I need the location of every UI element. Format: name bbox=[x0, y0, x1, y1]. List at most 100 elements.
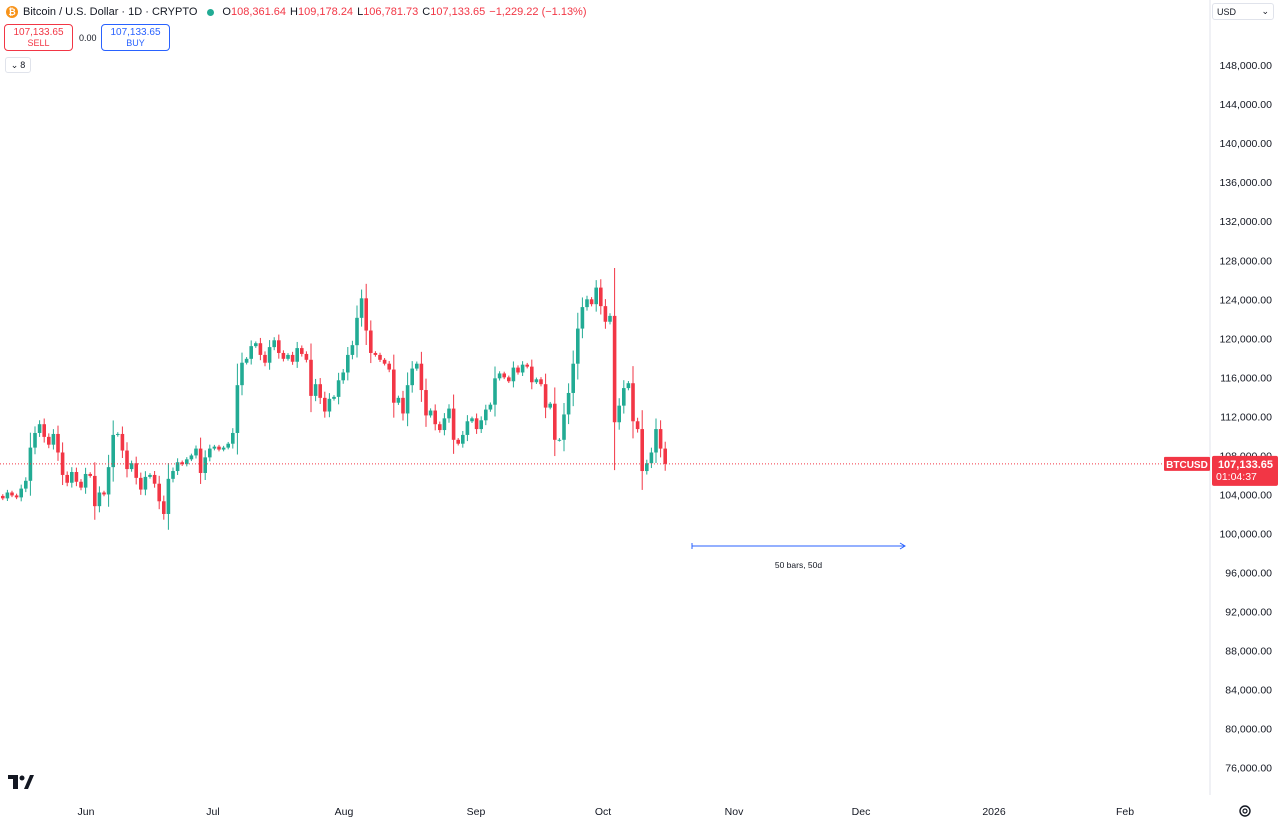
candle-body[interactable] bbox=[387, 363, 391, 370]
candle-body[interactable] bbox=[332, 396, 336, 399]
candle-body[interactable] bbox=[341, 372, 345, 381]
candle-body[interactable] bbox=[465, 421, 470, 435]
candle-body[interactable] bbox=[240, 362, 244, 386]
candle-body[interactable] bbox=[212, 446, 217, 449]
candle-body[interactable] bbox=[235, 385, 240, 433]
candle-body[interactable] bbox=[493, 378, 497, 405]
candle-body[interactable] bbox=[355, 317, 359, 346]
candle-body[interactable] bbox=[194, 448, 198, 456]
candle-body[interactable] bbox=[327, 398, 332, 412]
buy-button[interactable]: 107,133.65 BUY bbox=[101, 24, 170, 51]
candle-body[interactable] bbox=[594, 287, 598, 305]
candle-body[interactable] bbox=[143, 476, 148, 490]
candle-body[interactable] bbox=[295, 348, 299, 362]
tradingview-logo-icon[interactable] bbox=[8, 775, 34, 789]
candle-body[interactable] bbox=[461, 434, 465, 444]
candle-body[interactable] bbox=[622, 388, 626, 406]
candle-body[interactable] bbox=[571, 363, 575, 393]
candle-body[interactable] bbox=[470, 418, 474, 422]
candle-body[interactable] bbox=[530, 366, 534, 383]
candle-body[interactable] bbox=[539, 379, 543, 385]
candle-body[interactable] bbox=[566, 392, 571, 415]
candle-body[interactable] bbox=[497, 373, 502, 379]
candle-body[interactable] bbox=[162, 501, 166, 514]
candle-body[interactable] bbox=[442, 418, 447, 431]
candle-body[interactable] bbox=[88, 473, 92, 476]
candle-body[interactable] bbox=[635, 421, 640, 430]
candle-body[interactable] bbox=[447, 408, 451, 419]
candle-body[interactable] bbox=[516, 367, 520, 373]
candle-body[interactable] bbox=[396, 397, 401, 403]
candle-body[interactable] bbox=[286, 354, 290, 359]
candle-body[interactable] bbox=[525, 364, 529, 367]
candle-body[interactable] bbox=[543, 384, 548, 408]
candle-body[interactable] bbox=[401, 397, 405, 414]
candle-body[interactable] bbox=[148, 474, 152, 477]
candle-body[interactable] bbox=[60, 452, 65, 475]
candle-body[interactable] bbox=[56, 433, 60, 453]
candle-body[interactable] bbox=[456, 439, 460, 444]
candle-body[interactable] bbox=[507, 377, 511, 382]
candle-body[interactable] bbox=[608, 315, 612, 322]
candle-body[interactable] bbox=[576, 328, 580, 364]
candle-body[interactable] bbox=[488, 404, 493, 410]
candle-body[interactable] bbox=[175, 462, 180, 472]
candle-body[interactable] bbox=[267, 347, 272, 363]
candle-body[interactable] bbox=[451, 408, 456, 440]
candle-body[interactable] bbox=[37, 424, 42, 433]
candle-body[interactable] bbox=[364, 298, 368, 331]
candle-body[interactable] bbox=[346, 354, 350, 373]
candle-body[interactable] bbox=[33, 432, 37, 448]
candle-body[interactable] bbox=[580, 307, 585, 329]
candle-body[interactable] bbox=[111, 434, 115, 468]
candle-body[interactable] bbox=[79, 481, 83, 488]
candle-body[interactable] bbox=[281, 352, 286, 359]
candle-body[interactable] bbox=[51, 433, 56, 445]
candle-body[interactable] bbox=[424, 390, 428, 416]
candle-body[interactable] bbox=[589, 299, 594, 305]
candle-body[interactable] bbox=[562, 414, 566, 440]
candle-body[interactable] bbox=[373, 352, 378, 355]
candle-body[interactable] bbox=[189, 455, 194, 460]
candle-body[interactable] bbox=[548, 403, 552, 408]
candle-body[interactable] bbox=[47, 436, 51, 445]
candle-body[interactable] bbox=[125, 450, 129, 470]
candle-body[interactable] bbox=[534, 379, 539, 383]
candle-body[interactable] bbox=[336, 380, 341, 397]
currency-select[interactable]: USD ⌄ bbox=[1212, 3, 1274, 20]
candle-body[interactable] bbox=[553, 403, 557, 440]
candle-body[interactable] bbox=[42, 424, 46, 437]
candle-body[interactable] bbox=[258, 343, 263, 355]
candle-body[interactable] bbox=[166, 478, 171, 514]
candle-body[interactable] bbox=[24, 480, 28, 489]
candle-body[interactable] bbox=[244, 358, 249, 363]
candle-body[interactable] bbox=[612, 315, 617, 423]
candle-body[interactable] bbox=[359, 298, 364, 318]
candle-body[interactable] bbox=[557, 439, 562, 441]
candle-body[interactable] bbox=[208, 448, 212, 458]
candle-body[interactable] bbox=[378, 354, 382, 360]
candle-body[interactable] bbox=[74, 472, 79, 482]
candle-body[interactable] bbox=[405, 385, 410, 414]
candle-body[interactable] bbox=[649, 452, 654, 464]
candle-body[interactable] bbox=[5, 492, 10, 499]
candle-body[interactable] bbox=[369, 330, 373, 353]
candle-body[interactable] bbox=[10, 492, 14, 496]
candle-body[interactable] bbox=[654, 429, 658, 453]
candle-body[interactable] bbox=[157, 483, 161, 502]
candle-body[interactable] bbox=[102, 492, 106, 495]
candle-body[interactable] bbox=[309, 359, 313, 396]
candle-body[interactable] bbox=[603, 306, 608, 322]
candle-body[interactable] bbox=[658, 429, 663, 449]
candle-body[interactable] bbox=[180, 462, 184, 465]
candle-body[interactable] bbox=[19, 488, 23, 498]
candle-body[interactable] bbox=[134, 463, 138, 478]
candle-body[interactable] bbox=[511, 367, 516, 382]
candle-body[interactable] bbox=[65, 474, 69, 483]
candle-body[interactable] bbox=[645, 463, 649, 472]
candle-body[interactable] bbox=[300, 348, 304, 354]
candle-body[interactable] bbox=[120, 433, 125, 451]
candle-body[interactable] bbox=[152, 474, 157, 484]
candle-body[interactable] bbox=[382, 359, 387, 364]
